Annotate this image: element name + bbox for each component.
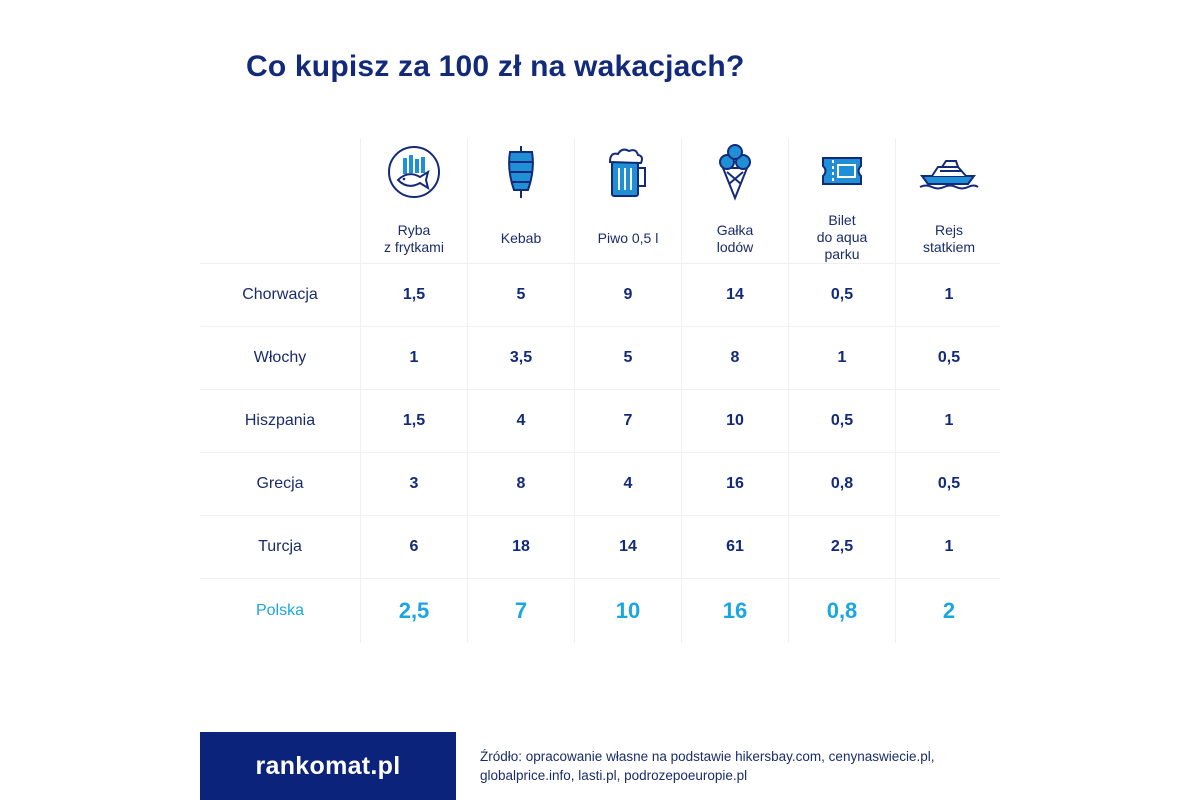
table-cell-value: 1,5 [360,264,467,326]
table-cell-value: 2 [895,579,1002,643]
table-cell-value: 0,5 [788,264,895,326]
table-cell-value: 0,5 [895,327,1002,389]
page-title: Co kupisz za 100 zł na wakacjach? [246,50,745,83]
column-label: Rejs statkiem [922,221,976,255]
kebab-icon [508,146,534,199]
column-header: Kebab [467,138,574,263]
column-label: Piwo 0,5 l [597,230,659,247]
column-header: Rejs statkiem [895,138,1002,263]
table-cell-value: 4 [467,390,574,452]
column-header: Bilet do aqua parku [788,138,895,263]
table-cell-value: 8 [681,327,788,389]
corner-cell [200,138,360,263]
table-cell-value: 18 [467,516,574,578]
row-label-country: Włochy [253,349,307,366]
table-cell-value: 2,5 [788,516,895,578]
table-cell-value: 3 [360,453,467,515]
beer-mug-icon [608,148,646,198]
table-row: Turcja 6 18 14 61 2,5 1 [200,516,1000,579]
table-cell-value: 16 [681,453,788,515]
column-label: Ryba z frytkami [384,221,444,255]
table-cell-value: 14 [681,264,788,326]
footer-logo-box: rankomat.pl [200,732,456,800]
column-header: Ryba z frytkami [360,138,467,263]
table-cell-value: 7 [574,390,681,452]
table-cell-value: 14 [574,516,681,578]
table-cell-value: 9 [574,264,681,326]
table-cell-value: 0,8 [788,579,895,643]
table-cell-value: 10 [574,579,681,643]
table-cell-value: 6 [360,516,467,578]
table-cell-value: 3,5 [467,327,574,389]
row-label-country: Turcja [258,538,302,555]
price-comparison-table: Ryba z frytkami Kebab [200,138,1000,643]
table-header-row: Ryba z frytkami Kebab [200,138,1000,264]
row-label-country: Chorwacja [242,286,318,303]
table-cell-value: 8 [467,453,574,515]
table-cell-value: 1 [788,327,895,389]
column-label: Bilet do aqua parku [816,212,868,262]
table-cell-value: 16 [681,579,788,643]
table-row: Chorwacja 1,5 5 9 14 0,5 1 [200,264,1000,327]
column-header: Gałka lodów [681,138,788,263]
row-label-country: Grecja [256,475,304,492]
table-row: Włochy 1 3,5 5 8 1 0,5 [200,327,1000,390]
column-label: Gałka lodów [716,221,754,255]
boat-icon [919,160,979,190]
table-cell-value: 2,5 [360,579,467,643]
table-cell-value: 1,5 [360,390,467,452]
table-cell-value: 61 [681,516,788,578]
ticket-icon [822,157,862,185]
table-row: Hiszpania 1,5 4 7 10 0,5 1 [200,390,1000,453]
fish-and-chips-icon [388,146,440,199]
row-label-country: Polska [255,602,305,619]
table-row: Grecja 3 8 4 16 0,8 0,5 [200,453,1000,516]
table-cell-value: 1 [360,327,467,389]
table-cell-value: 7 [467,579,574,643]
table-cell-value: 0,5 [895,453,1002,515]
table-cell-value: 1 [895,264,1002,326]
table-cell-value: 10 [681,390,788,452]
column-header: Piwo 0,5 l [574,138,681,263]
table-body: Chorwacja 1,5 5 9 14 0,5 1 Włochy 1 3,5 5 8 1 0,5 Hisz… [200,264,1000,643]
table-cell-value: 4 [574,453,681,515]
column-label: Kebab [500,230,542,247]
source-note: Źródło: opracowanie własne na podstawie … [480,749,935,783]
table-cell-value: 1 [895,390,1002,452]
table-cell-value: 1 [895,516,1002,578]
table-cell-value: 0,8 [788,453,895,515]
table-row: Polska 2,5 7 10 16 0,8 2 [200,579,1000,643]
table-cell-value: 5 [467,264,574,326]
table-cell-value: 5 [574,327,681,389]
brand-logo: rankomat.pl [255,751,401,780]
table-cell-value: 0,5 [788,390,895,452]
row-label-country: Hiszpania [244,412,316,429]
ice-cream-icon [719,144,751,202]
